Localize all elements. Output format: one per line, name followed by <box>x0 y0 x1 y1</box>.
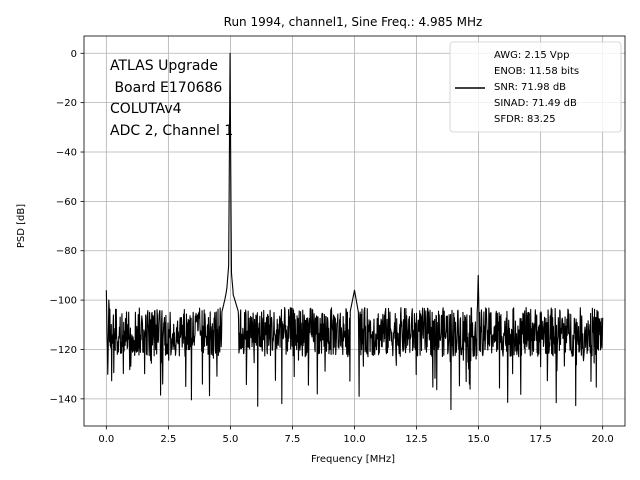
psd-series-line <box>105 52 604 411</box>
legend-line-4: SINAD: 71.49 dB <box>494 98 577 109</box>
x-tick-label: 5.0 <box>222 434 238 445</box>
annotation-block: ATLAS Upgrade Board E170686 COLUTAv4 ADC… <box>110 58 233 139</box>
x-tick-label: 2.5 <box>160 434 176 445</box>
annotation-line-1: ATLAS Upgrade <box>110 58 218 74</box>
x-tick-label: 12.5 <box>405 434 427 445</box>
legend-line-3: SNR: 71.98 dB <box>494 82 566 93</box>
x-tick-label: 17.5 <box>529 434 551 445</box>
annotation-line-2: Board E170686 <box>110 80 222 96</box>
legend: AWG: 2.15 Vpp ENOB: 11.58 bits SNR: 71.9… <box>449 41 622 133</box>
plot-area <box>105 52 604 411</box>
y-tick-label: −140 <box>50 394 77 405</box>
annotation-line-4: ADC 2, Channel 1 <box>110 123 233 139</box>
legend-line-5: SFDR: 83.25 <box>494 114 556 125</box>
legend-box <box>449 41 622 133</box>
x-axis-title: Frequency [MHz] <box>311 454 395 465</box>
y-tick-label: −80 <box>56 246 77 257</box>
x-tick-label: 15.0 <box>467 434 489 445</box>
y-tick-label: −60 <box>56 197 77 208</box>
x-tick-label: 20.0 <box>592 434 614 445</box>
legend-line-2: ENOB: 11.58 bits <box>494 66 579 77</box>
y-tick-label: −20 <box>56 98 77 109</box>
y-tick-label: −120 <box>50 345 77 356</box>
y-tick-label: −40 <box>56 148 77 159</box>
annotation-line-3: COLUTAv4 <box>110 101 182 117</box>
chart-title: Run 1994, channel1, Sine Freq.: 4.985 MH… <box>224 15 483 29</box>
x-tick-label: 0.0 <box>98 434 114 445</box>
y-axis: 0 −20 −40 −60 −80 −100 −120 −140 <box>50 49 84 405</box>
legend-line-1: AWG: 2.15 Vpp <box>494 50 569 61</box>
y-tick-label: 0 <box>71 49 77 60</box>
y-tick-label: −100 <box>50 296 77 307</box>
x-tick-label: 7.5 <box>285 434 301 445</box>
x-axis: 0.0 2.5 5.0 7.5 10.0 12.5 15.0 17.5 20.0 <box>98 426 614 445</box>
x-tick-label: 10.0 <box>343 434 365 445</box>
y-axis-title: PSD [dB] <box>16 204 27 248</box>
